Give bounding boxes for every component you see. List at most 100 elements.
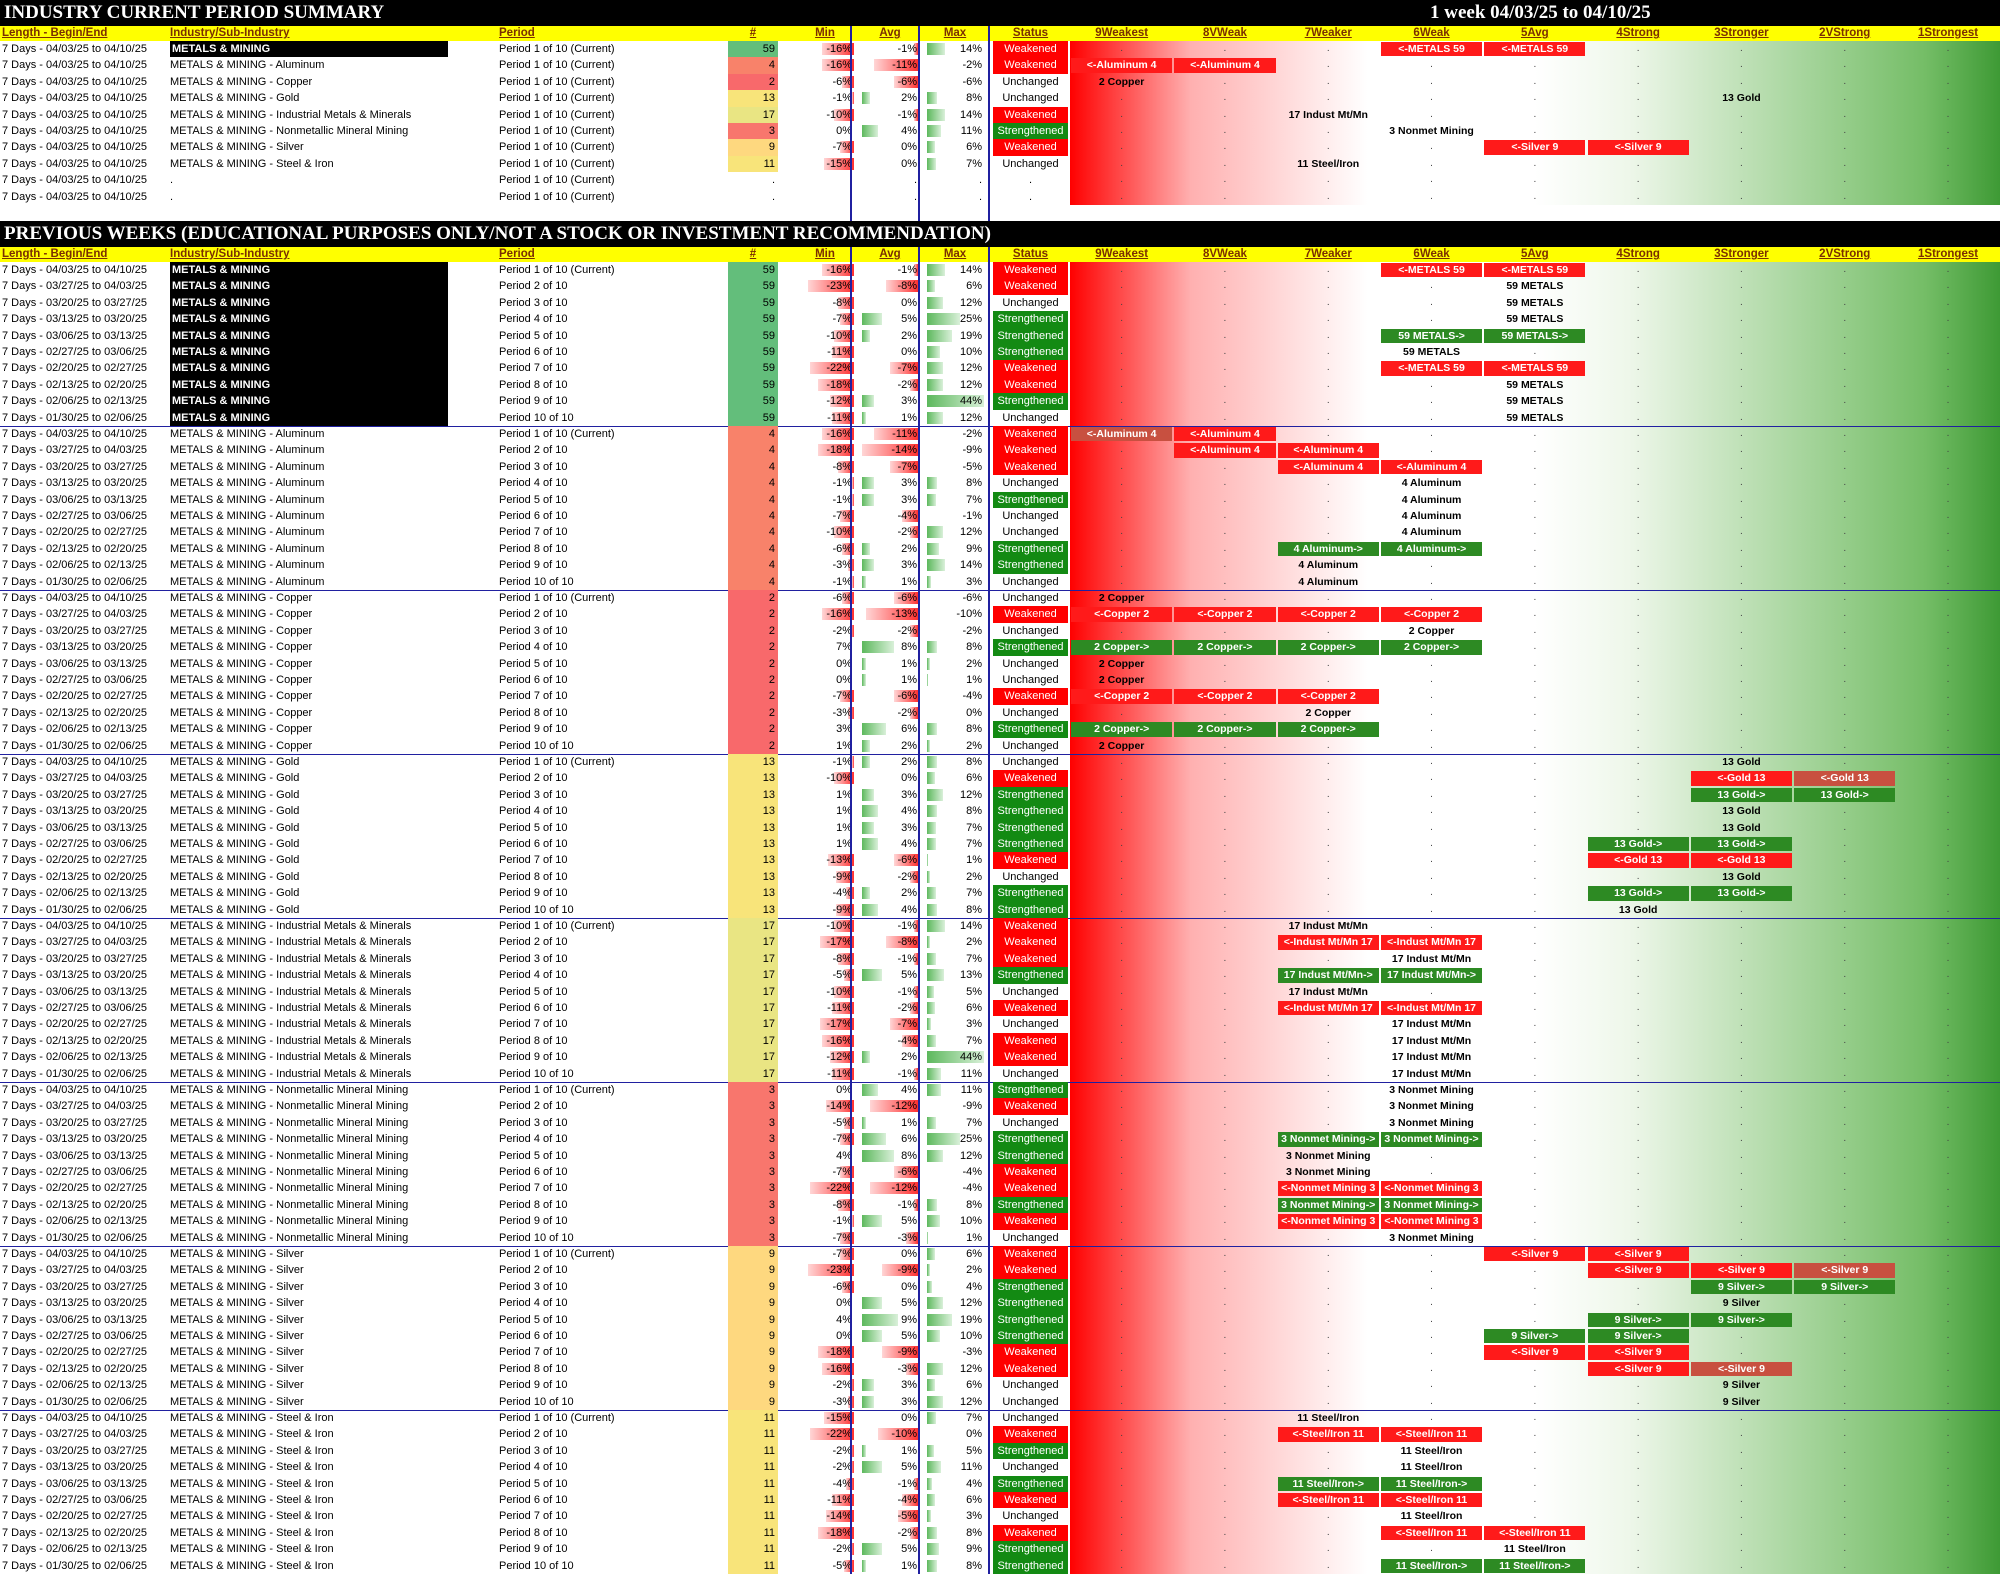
hdr-count[interactable]: # xyxy=(749,248,757,260)
min-cell: -8% xyxy=(832,296,852,309)
level-empty-dot: . xyxy=(1326,477,1330,489)
hdr-level-1[interactable]: 1Strongest xyxy=(1918,248,1979,260)
max-bar xyxy=(927,952,937,965)
avg-cell: 3% xyxy=(901,395,917,408)
level-empty-dot: . xyxy=(1843,1198,1847,1210)
hdr-level-9[interactable]: 9Weakest xyxy=(1095,248,1149,260)
hdr-period[interactable]: Period xyxy=(499,248,535,260)
hdr-level-4[interactable]: 4Strong xyxy=(1616,248,1660,260)
hdr-level-5[interactable]: 5Avg xyxy=(1520,248,1549,260)
level-empty-dot: . xyxy=(1326,1526,1330,1538)
level-marker-2: 9 Silver-> xyxy=(1794,1279,1896,1295)
level-empty-dot: . xyxy=(1223,92,1227,104)
level-empty-dot: . xyxy=(1740,477,1743,489)
level-marker-7: 11 Steel/Iron xyxy=(1297,1412,1360,1424)
hdr-length[interactable]: Length - Begin/End xyxy=(2,27,108,39)
level-empty-dot: . xyxy=(1740,969,1743,981)
status-badge: Weakened xyxy=(993,1000,1068,1017)
length-cell: 7 Days - 01/30/25 to 02/06/25 xyxy=(2,575,147,588)
hdr-period[interactable]: Period xyxy=(499,27,535,39)
level-empty-dot: . xyxy=(1946,1133,1950,1145)
level-empty-dot: . xyxy=(1430,378,1433,390)
hdr-status[interactable]: Status xyxy=(1012,248,1049,260)
level-empty-dot: . xyxy=(1430,887,1433,899)
level-empty-dot: . xyxy=(1636,1100,1640,1112)
status-badge: Strengthened xyxy=(993,1557,1068,1574)
table-row: 7 Days - 04/03/25 to 04/10/25 METALS & MI… xyxy=(0,918,2000,935)
count-cell: 11 xyxy=(728,1508,778,1525)
level-empty-dot: . xyxy=(1120,952,1124,964)
hdr-max[interactable]: Max xyxy=(943,27,967,39)
level-marker-2: <-Gold 13 xyxy=(1794,771,1896,786)
hdr-level-5[interactable]: 5Avg xyxy=(1520,27,1549,39)
hdr-length[interactable]: Length - Begin/End xyxy=(2,248,108,260)
level-empty-dot: . xyxy=(1430,739,1433,751)
avg-cell: -4% xyxy=(897,510,917,522)
length-cell: 7 Days - 04/03/25 to 04/10/25 xyxy=(2,428,147,440)
hdr-avg[interactable]: Avg xyxy=(879,27,901,39)
avg-bar xyxy=(886,936,918,949)
hdr-min[interactable]: Min xyxy=(815,27,835,39)
level-marker-6: <-Steel/Iron 11 xyxy=(1380,1525,1483,1541)
level-empty-dot: . xyxy=(1636,428,1640,439)
hdr-level-1[interactable]: 1Strongest xyxy=(1918,27,1979,39)
level-marker-7: 3 Nonmet Mining xyxy=(1285,1166,1371,1178)
period-cell: Period 9 of 10 xyxy=(499,559,568,572)
level-empty-dot: . xyxy=(1636,674,1640,685)
table-row: 7 Days - 03/06/25 to 03/13/25 METALS & MI… xyxy=(0,327,2000,344)
level-empty-dot: . xyxy=(1120,157,1124,169)
level-empty-dot: . xyxy=(1120,378,1124,390)
industry-cell: METALS & MINING - Copper xyxy=(170,608,313,621)
period-cell: Period 10 of 10 xyxy=(499,1395,574,1408)
min-cell: -18% xyxy=(826,1526,852,1539)
hdr-level-7[interactable]: 7Weaker xyxy=(1304,27,1352,39)
hdr-level-3[interactable]: 3Stronger xyxy=(1714,248,1769,260)
level-empty-dot: . xyxy=(1946,624,1950,636)
level-empty-dot: . xyxy=(1740,1051,1743,1063)
table-row: 7 Days - 03/27/25 to 04/03/25 METALS & MI… xyxy=(0,934,2000,951)
hdr-level-2[interactable]: 2VStrong xyxy=(1819,27,1871,39)
level-empty-dot: . xyxy=(1740,1002,1743,1013)
level-marker-6: 4 Aluminum xyxy=(1401,510,1462,522)
hdr-count[interactable]: # xyxy=(749,27,757,39)
hdr-industry[interactable]: Industry/Sub-Industry xyxy=(170,27,290,39)
level-empty-dot: . xyxy=(1843,1149,1847,1161)
count-cell: 3 xyxy=(728,1131,778,1148)
hdr-level-8[interactable]: 8VWeak xyxy=(1202,248,1247,260)
level-empty-dot: . xyxy=(1636,575,1640,587)
level-empty-dot: . xyxy=(1120,125,1124,136)
length-cell: 7 Days - 04/03/25 to 04/10/25 xyxy=(2,92,147,105)
hdr-status[interactable]: Status xyxy=(1012,27,1049,39)
level-empty-dot: . xyxy=(1843,985,1847,997)
status-badge: Unchanged xyxy=(1002,92,1059,105)
hdr-level-7[interactable]: 7Weaker xyxy=(1304,248,1352,260)
hdr-max[interactable]: Max xyxy=(943,248,967,260)
hdr-level-2[interactable]: 2VStrong xyxy=(1819,248,1871,260)
hdr-level-8[interactable]: 8VWeak xyxy=(1202,27,1247,39)
hdr-level-6[interactable]: 6Weak xyxy=(1413,27,1450,39)
period-cell: Period 8 of 10 xyxy=(499,378,568,391)
hdr-level-3[interactable]: 3Stronger xyxy=(1714,27,1769,39)
hdr-level-6[interactable]: 6Weak xyxy=(1413,248,1450,260)
hdr-industry[interactable]: Industry/Sub-Industry xyxy=(170,248,290,260)
level-empty-dot: . xyxy=(1533,805,1537,817)
level-empty-dot: . xyxy=(1120,444,1124,456)
max-cell: . xyxy=(978,190,982,203)
period-cell: Period 10 of 10 xyxy=(499,739,574,752)
period-cell: Period 1 of 10 (Current) xyxy=(499,1412,615,1424)
hdr-avg[interactable]: Avg xyxy=(879,248,901,260)
count-cell: 11 xyxy=(728,1475,778,1492)
level-empty-dot: . xyxy=(1946,1313,1950,1325)
level-empty-dot: . xyxy=(1326,887,1330,899)
period-cell: Period 7 of 10 xyxy=(499,854,568,867)
hdr-min[interactable]: Min xyxy=(815,248,835,260)
level-empty-dot: . xyxy=(1636,821,1640,833)
hdr-level-4[interactable]: 4Strong xyxy=(1616,27,1660,39)
period-cell: Period 6 of 10 xyxy=(499,510,568,522)
level-empty-dot: . xyxy=(1740,460,1743,472)
max-bar xyxy=(927,1034,937,1047)
avg-cell: -11% xyxy=(892,428,917,440)
level-empty-dot: . xyxy=(1946,641,1950,653)
hdr-level-9[interactable]: 9Weakest xyxy=(1095,27,1149,39)
level-empty-dot: . xyxy=(1636,1444,1640,1456)
